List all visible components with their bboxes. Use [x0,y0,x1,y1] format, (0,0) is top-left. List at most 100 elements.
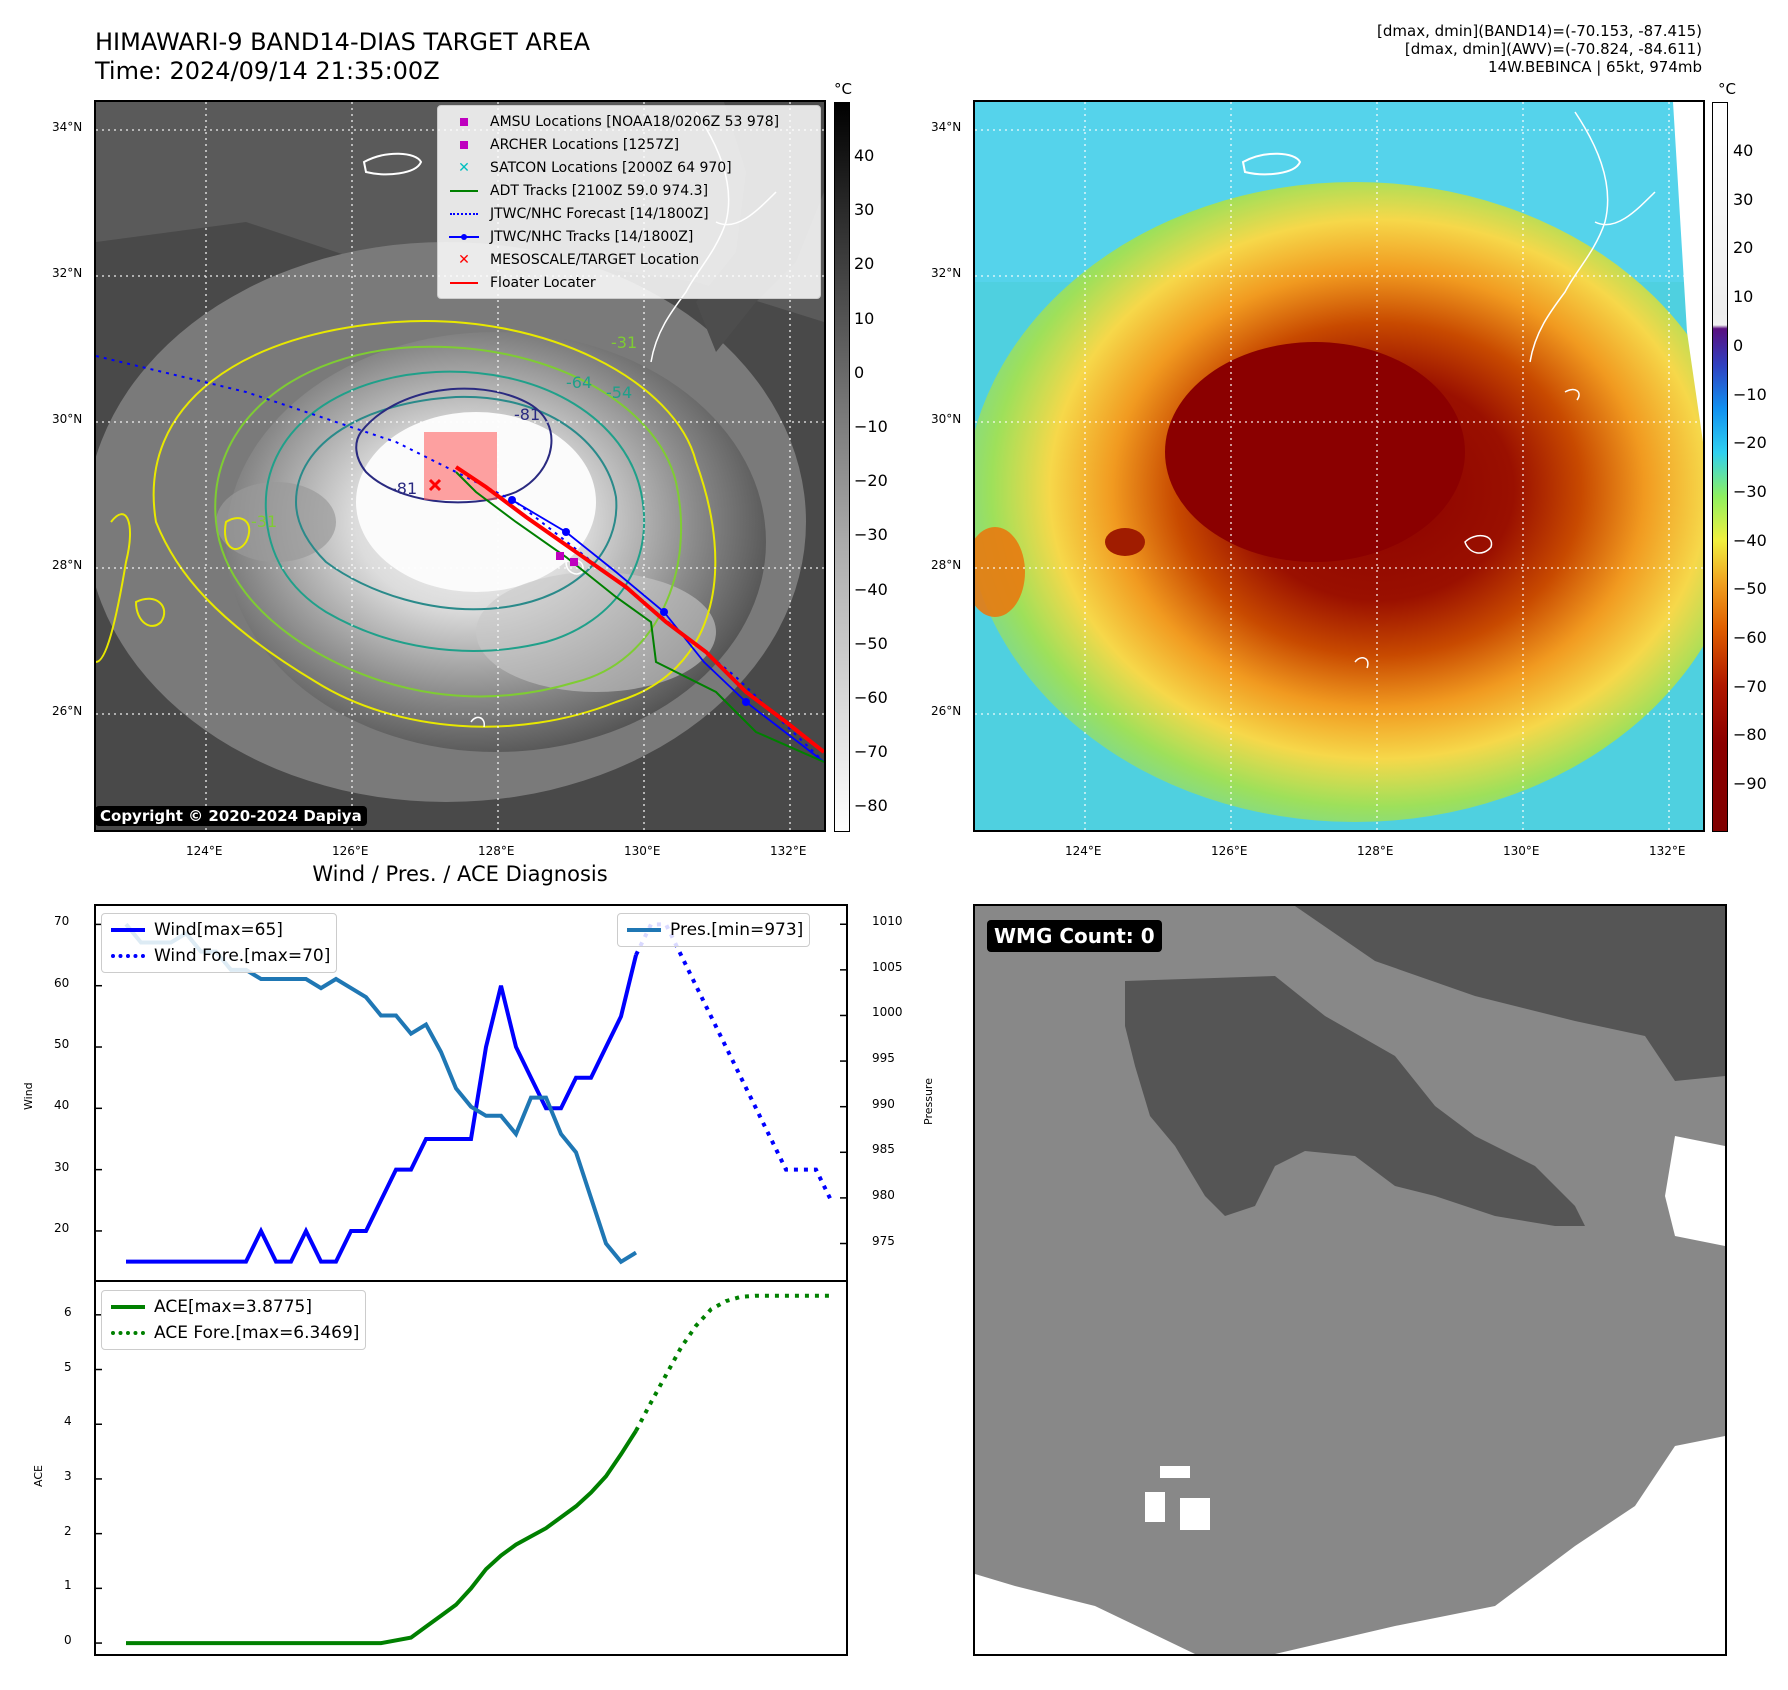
pressure-tick-label: 1005 [872,959,903,974]
lat-tick-label: 32°N [52,266,83,280]
pressure-legend: Pres.[min=973] [617,913,811,947]
ace-forecast-series-line [634,1293,831,1432]
colorbar2-tick-label: 30 [1733,189,1754,209]
target-area-box [424,432,497,500]
copyright-badge: Copyright © 2020-2024 Dapiya [95,806,367,826]
colorbar1-tick-label: 20 [854,254,875,274]
floater-locater-track [454,465,824,754]
lon-tick-label: 124°E [1065,844,1102,858]
diagnosis-title: Wind / Pres. / ACE Diagnosis [312,862,608,886]
info-header: [dmax, dmin](BAND14)=(-70.153, -87.415) … [1102,22,1702,76]
lon-tick-label: 128°E [478,844,515,858]
ace-chart [96,1293,831,1646]
ace-tick-label: 5 [64,1359,72,1374]
line-icon [444,189,484,192]
legend-label: ACE Fore.[max=6.3469] [154,1323,360,1343]
wind-tick-label: 20 [54,1220,70,1235]
colorbar2-tick-label: −10 [1733,384,1767,404]
colorbar2-tick-label: −80 [1733,725,1767,745]
legend-label: ARCHER Locations [1257Z] [490,136,680,153]
awv-map-svg [975,102,1703,830]
pressure-tick-label: 985 [872,1142,895,1157]
lon-tick-label: 132°E [770,844,807,858]
pressure-tick-label: 995 [872,1051,895,1066]
lat-tick-label: 34°N [931,120,962,134]
wind-series-line [126,954,638,1264]
legend-item: AMSU Locations [NOAA18/0206Z 53 978] [444,110,814,133]
info-line-2: [dmax, dmin](AWV)=(-70.824, -84.611) [1404,40,1702,58]
dotted-line-icon [108,954,148,958]
legend-item: JTWC/NHC Forecast [14/1800Z] [444,202,814,225]
colorbar1-tick-label: 0 [854,362,865,382]
legend-label: JTWC/NHC Tracks [14/1800Z] [490,228,694,245]
info-line-1: [dmax, dmin](BAND14)=(-70.153, -87.415) [1377,22,1702,40]
dotted-line-icon [108,1331,148,1335]
ace-tick-label: 6 [64,1304,72,1319]
colorbar2-tick-label: −40 [1733,530,1767,550]
wind-tick-label: 30 [54,1159,70,1174]
colorbar1-tick-label: −70 [854,742,888,762]
colorbar2-tick-label: −70 [1733,676,1767,696]
legend-item: ✕ SATCON Locations [2000Z 64 970] [444,156,814,179]
lon-tick-label: 124°E [186,844,223,858]
contour-label: -64 [566,373,592,392]
colorbar2-tick-label: 20 [1733,238,1754,258]
legend-label: Floater Locater [490,274,596,291]
lon-tick-label: 130°E [624,844,661,858]
legend-label: Wind[max=65] [154,920,283,940]
legend-item: ACE[max=3.8775] [108,1294,359,1320]
legend-label: Pres.[min=973] [670,920,804,940]
ace-series-line [126,1429,638,1646]
ace-tick-label: 2 [64,1523,72,1538]
colorbar2-tick-label: 40 [1733,141,1754,160]
ace-legend: ACE[max=3.8775] ACE Fore.[max=6.3469] [101,1290,367,1350]
colorbar2-tick-label: −50 [1733,579,1767,599]
pressure-tick-label: 1010 [872,914,903,929]
legend-label: JTWC/NHC Forecast [14/1800Z] [490,205,709,222]
colorbar1-tick-label: 10 [854,308,875,328]
colorbar1-tick-label: −20 [854,471,888,491]
x-marker-icon: ✕ [458,159,470,176]
wind-ylabel: Wind [22,1082,35,1110]
colorbar1-tick-label: 30 [854,200,875,220]
contour-label: -31 [251,512,277,531]
colorbar2 [1712,102,1728,832]
legend-item: ADT Tracks [2100Z 59.0 974.3] [444,179,814,202]
pressure-series-line [124,922,638,1265]
colorbar1 [834,102,850,832]
lon-tick-label: 126°E [332,844,369,858]
legend-item: Wind Fore.[max=70] [108,943,330,969]
line-icon [444,281,484,284]
line-icon [624,928,664,932]
colorbar1-unit: °C [834,80,852,98]
legend-label: Wind Fore.[max=70] [154,946,331,966]
contour-label: -31 [611,333,637,352]
lat-tick-label: 28°N [52,558,83,572]
wind-tick-label: 70 [54,914,70,929]
info-line-3: 14W.BEBINCA | 65kt, 974mb [1488,58,1702,76]
wind-tick-label: 40 [54,1098,70,1113]
lat-tick-label: 28°N [931,558,962,572]
pressure-tick-label: 975 [872,1233,895,1248]
wmg-count-badge: WMG Count: 0 [987,920,1162,952]
square-marker-icon [444,140,484,149]
legend-item: ARCHER Locations [1257Z] [444,133,814,156]
colorbar1-tick-label: −50 [854,633,888,653]
legend-item: ACE Fore.[max=6.3469] [108,1320,359,1346]
lon-tick-label: 126°E [1211,844,1248,858]
colorbar1-tick-label: −30 [854,525,888,545]
lon-tick-label: 128°E [1357,844,1394,858]
colorbar1-tick-label: −10 [854,417,888,436]
ace-tick-label: 3 [64,1468,72,1483]
jtwc-forecast-track [96,355,824,763]
colorbar1-tick-label: −80 [854,796,888,816]
dotted-line-icon [444,212,484,215]
legend-item: Wind[max=65] [108,917,330,943]
wind-forecast-series-line [634,922,833,1202]
adt-track [455,471,824,763]
colorbar1-tick-label: 40 [854,146,875,165]
pressure-tick-label: 980 [872,1187,895,1202]
colorbar2-tick-label: −30 [1733,481,1767,501]
wind-tick-label: 50 [54,1037,70,1052]
legend-item: Pres.[min=973] [624,917,803,943]
